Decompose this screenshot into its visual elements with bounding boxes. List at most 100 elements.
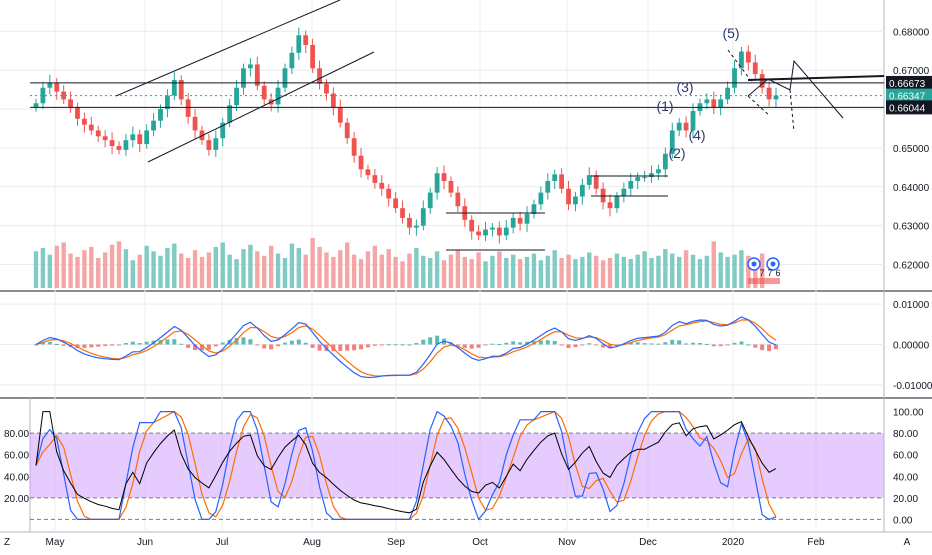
candle-body[interactable] [372, 175, 378, 183]
candle-body[interactable] [766, 87, 772, 100]
trend-channel-lower[interactable] [147, 51, 375, 163]
candle-body[interactable] [711, 99, 717, 108]
candle-body[interactable] [690, 111, 696, 131]
candle-body[interactable] [593, 175, 599, 189]
candle-body[interactable] [178, 79, 184, 100]
candle-body[interactable] [254, 64, 260, 86]
candle-body[interactable] [344, 122, 350, 139]
candle-body[interactable] [517, 217, 523, 224]
candle-body[interactable] [33, 103, 39, 108]
wave-annotation[interactable]: (2) [668, 145, 685, 161]
candle-body[interactable] [330, 93, 336, 108]
candle-body[interactable] [496, 227, 502, 236]
candle-body[interactable] [614, 196, 620, 209]
candle-body[interactable] [635, 177, 641, 181]
candle-body[interactable] [234, 87, 239, 106]
candle-body[interactable] [137, 134, 143, 145]
candle-body[interactable] [732, 68, 737, 88]
candle-body[interactable] [420, 208, 426, 226]
candle-body[interactable] [95, 130, 101, 137]
candle-body[interactable] [400, 208, 405, 218]
candle-body[interactable] [662, 153, 668, 170]
candle-body[interactable] [123, 140, 129, 150]
candle-body[interactable] [144, 130, 150, 145]
candle-body[interactable] [303, 35, 309, 45]
candle-body[interactable] [88, 124, 94, 131]
candle-body[interactable] [579, 184, 585, 197]
candle-body[interactable] [296, 35, 302, 53]
candle-body[interactable] [192, 116, 198, 131]
candle-body[interactable] [241, 68, 246, 88]
candle-body[interactable] [317, 68, 322, 84]
candle-body[interactable] [171, 79, 177, 96]
projection-dashed-2[interactable] [789, 89, 795, 133]
candle-body[interactable] [386, 188, 392, 199]
candle-body[interactable] [503, 227, 509, 236]
candle-body[interactable] [102, 136, 108, 141]
candle-body[interactable] [130, 134, 136, 141]
candle-body[interactable] [524, 214, 530, 224]
candle-body[interactable] [628, 180, 634, 189]
candle-body[interactable] [773, 95, 779, 100]
candle-body[interactable] [434, 173, 440, 193]
candle-body[interactable] [47, 82, 53, 88]
projection-dashed-3[interactable] [727, 49, 753, 83]
candle-body[interactable] [40, 87, 46, 104]
candle-body[interactable] [607, 202, 613, 209]
candle-body[interactable] [379, 182, 385, 189]
candle-body[interactable] [490, 227, 495, 230]
candle-body[interactable] [483, 229, 488, 236]
candle-body[interactable] [393, 198, 399, 209]
candle-body[interactable] [282, 68, 288, 88]
candle-body[interactable] [324, 83, 329, 94]
candle-body[interactable] [455, 192, 461, 207]
candle-body[interactable] [247, 64, 253, 69]
candle-body[interactable] [165, 95, 170, 110]
candle-body[interactable] [656, 169, 661, 174]
candle-body[interactable] [552, 174, 558, 181]
candle-body[interactable] [427, 192, 433, 209]
candle-body[interactable] [745, 51, 751, 63]
candle-body[interactable] [510, 217, 516, 228]
candle-body[interactable] [704, 99, 710, 104]
candle-body[interactable] [669, 130, 675, 154]
candle-body[interactable] [82, 118, 87, 125]
candle-body[interactable] [75, 107, 80, 119]
candle-body[interactable] [68, 99, 73, 108]
candle-body[interactable] [185, 99, 191, 117]
candle-body[interactable] [538, 192, 544, 205]
candle-body[interactable] [566, 188, 571, 205]
candle-body[interactable] [752, 62, 758, 75]
candle-body[interactable] [586, 175, 592, 185]
candle-body[interactable] [275, 87, 281, 105]
candle-body[interactable] [220, 122, 226, 139]
candle-body[interactable] [676, 122, 682, 131]
candle-body[interactable] [531, 204, 537, 214]
candle-body[interactable] [310, 44, 316, 69]
candle-body[interactable] [739, 51, 744, 69]
wave-annotation[interactable]: (5) [722, 25, 739, 41]
candle-body[interactable] [227, 105, 233, 123]
candle-body[interactable] [545, 180, 551, 193]
candle-body[interactable] [358, 155, 364, 170]
candle-body[interactable] [621, 188, 627, 197]
candle-body[interactable] [441, 173, 447, 181]
candle-body[interactable] [759, 74, 765, 88]
candle-body[interactable] [469, 219, 475, 232]
wave-annotation[interactable]: (4) [688, 127, 705, 143]
candle-body[interactable] [158, 109, 163, 121]
candle-body[interactable] [116, 146, 122, 150]
wave-annotation[interactable]: (3) [676, 79, 693, 95]
candle-body[interactable] [559, 174, 565, 189]
candle-body[interactable] [573, 196, 578, 205]
candle-body[interactable] [365, 169, 371, 176]
candle-body[interactable] [289, 52, 295, 69]
candle-body[interactable] [206, 140, 212, 150]
candle-body[interactable] [413, 225, 419, 228]
candle-body[interactable] [61, 91, 67, 100]
trend-channel-upper[interactable] [115, 0, 341, 97]
candle-body[interactable] [725, 87, 730, 100]
candle-body[interactable] [642, 177, 647, 179]
candle-body[interactable] [213, 138, 219, 150]
candle-body[interactable] [649, 173, 654, 178]
